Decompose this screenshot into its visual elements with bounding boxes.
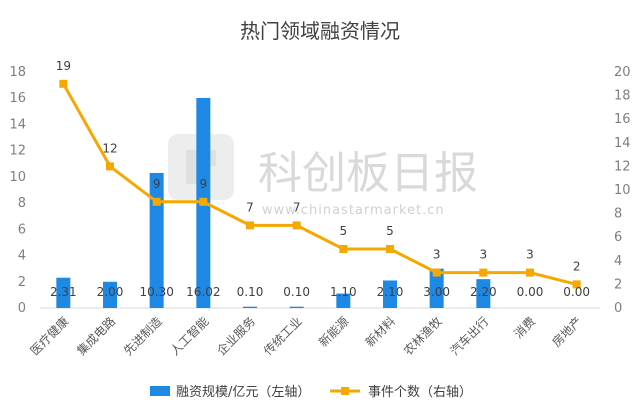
bar [289, 306, 304, 308]
line-data-label: 19 [56, 59, 71, 73]
line-point [339, 245, 348, 253]
series-line [62, 83, 578, 286]
bar [336, 293, 351, 308]
legend-line-marker [341, 387, 349, 395]
bar [429, 268, 444, 308]
line-data-label: 3 [433, 248, 441, 262]
line-data-label: 9 [153, 177, 161, 191]
legend-bar-swatch [150, 386, 170, 396]
bar [476, 279, 491, 308]
line-point [59, 79, 68, 88]
line-point [386, 245, 394, 253]
line-data-label: 12 [102, 141, 117, 155]
line-point [246, 221, 254, 230]
category-label: 传统工业 [260, 314, 305, 359]
category-label: 消费 [511, 314, 538, 341]
line-data-label: 5 [340, 224, 348, 238]
category-label: 先进制造 [121, 314, 165, 358]
right-tick-label: 16 [614, 112, 631, 127]
line-data-label: 3 [480, 248, 488, 262]
bar-series [56, 97, 491, 309]
line-series [59, 79, 581, 289]
watermark-brand: 科创板日报 [258, 148, 478, 199]
line-point [292, 221, 301, 230]
bar-data-label: 0.00 [563, 285, 590, 299]
left-tick-label: 8 [18, 196, 26, 211]
bar [103, 281, 117, 308]
line-data-labels: 19 12 9 9 7 7 5 5 3 3 3 2 [56, 59, 581, 274]
category-labels: 医疗健康 集成电路 先进制造 人工智能 企业服务 传统工业 新能源 新材料 农林渔牧 汽车出行 消费… [27, 314, 585, 359]
left-tick-label: 2 [18, 275, 26, 290]
line-data-label: 2 [573, 259, 581, 273]
left-tick-label: 6 [18, 222, 26, 237]
legend-line-label: 事件个数（右轴） [368, 385, 472, 400]
line-data-label: 5 [386, 224, 394, 238]
left-tick-label: 14 [9, 117, 26, 132]
bar-data-label: 1.10 [330, 285, 357, 299]
right-tick-label: 12 [614, 159, 631, 174]
bar-data-label: 3.00 [423, 285, 450, 299]
category-label: 新材料 [362, 314, 398, 350]
right-tick-label: 4 [614, 254, 622, 269]
right-tick-label: 2 [614, 277, 622, 292]
line-data-label: 7 [246, 200, 254, 214]
line-point [572, 280, 581, 289]
bar-data-label: 16.02 [186, 285, 220, 299]
legend-bar-label: 融资规模/亿元（左轴） [176, 385, 310, 400]
right-tick-label: 10 [614, 183, 631, 198]
bar-data-label: 10.30 [139, 285, 173, 299]
bar-data-label: 0.10 [283, 285, 310, 299]
category-label: 集成电路 [74, 314, 119, 359]
bar-data-label: 0.00 [517, 285, 544, 299]
bar-data-label: 0.10 [237, 285, 264, 299]
line-point [432, 268, 441, 277]
right-tick-label: 8 [614, 207, 622, 222]
bar-data-label: 2.20 [470, 285, 497, 299]
legend: 融资规模/亿元（左轴） 事件个数（右轴） [150, 385, 472, 400]
bar-data-label: 2.31 [50, 285, 77, 299]
left-tick-label: 12 [9, 144, 26, 159]
chart-title: 热门领域融资情况 [240, 19, 400, 43]
category-label: 人工智能 [167, 314, 212, 359]
left-tick-label: 4 [18, 249, 26, 264]
left-tick-label: 18 [9, 65, 26, 80]
watermark-url: www.chinastarmarket.cn [262, 203, 445, 218]
category-label: 企业服务 [214, 314, 259, 359]
right-tick-label: 6 [614, 230, 622, 245]
line-point [106, 162, 114, 171]
bar [243, 306, 257, 308]
right-tick-label: 20 [614, 65, 631, 80]
bar-data-label: 2.00 [97, 285, 124, 299]
left-tick-label: 0 [18, 301, 26, 316]
left-tick-label: 16 [9, 91, 26, 106]
line-data-label: 9 [200, 177, 208, 191]
right-tick-label: 14 [614, 136, 631, 151]
category-label: 新能源 [315, 314, 351, 350]
line-point [479, 268, 488, 277]
line-point [526, 268, 534, 277]
line-point [152, 197, 161, 206]
bar [383, 280, 397, 308]
right-tick-label: 0 [614, 301, 622, 316]
line-data-label: 3 [526, 248, 534, 262]
category-label: 房地产 [549, 314, 585, 350]
bar-data-label: 2.10 [377, 285, 404, 299]
watermark: 科创板日报 www.chinastarmarket.cn [168, 134, 478, 218]
line-point [199, 197, 208, 206]
bar-data-labels: 2.31 2.00 10.30 16.02 0.10 0.10 1.10 2.10 3.00 2.… [50, 285, 590, 299]
bar [56, 277, 71, 308]
category-label: 农林渔牧 [401, 314, 445, 358]
left-axis: 0 2 4 6 8 10 12 14 16 18 [9, 65, 26, 316]
right-tick-label: 18 [614, 89, 631, 104]
left-tick-label: 10 [9, 170, 26, 185]
right-axis: 0 2 4 6 8 10 12 14 16 18 20 [614, 65, 631, 316]
line-data-label: 7 [293, 200, 301, 214]
bar [149, 172, 164, 308]
category-label: 医疗健康 [27, 314, 72, 359]
category-label: 汽车出行 [447, 314, 492, 359]
